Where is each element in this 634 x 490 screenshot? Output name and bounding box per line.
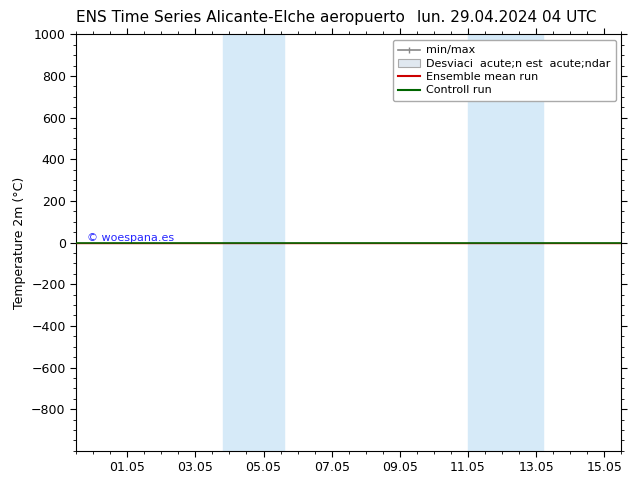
- Text: lun. 29.04.2024 04 UTC: lun. 29.04.2024 04 UTC: [417, 10, 597, 25]
- Bar: [223, 34, 284, 451]
- Legend: min/max, Desviaci  acute;n est  acute;ndar, Ensemble mean run, Controll run: min/max, Desviaci acute;n est acute;ndar…: [392, 40, 616, 101]
- Text: ENS Time Series Alicante-Elche aeropuerto: ENS Time Series Alicante-Elche aeropuert…: [77, 10, 405, 25]
- Y-axis label: Temperature 2m (°C): Temperature 2m (°C): [13, 176, 25, 309]
- Text: © woespana.es: © woespana.es: [87, 233, 174, 243]
- Bar: [468, 34, 543, 451]
